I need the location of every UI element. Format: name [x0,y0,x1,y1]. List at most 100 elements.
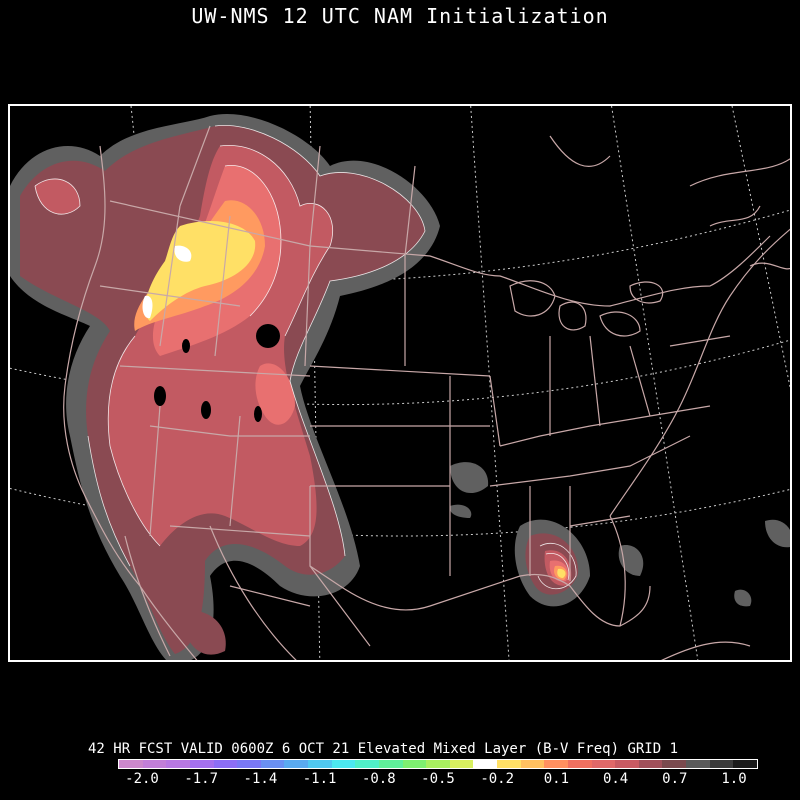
field-region [35,178,80,215]
state-border [149,405,161,537]
coastline [609,515,626,627]
colorbar-tick-label: 0.7 [662,771,688,787]
field-region [450,462,489,494]
colorbar-cell [497,760,521,768]
state-border [489,375,501,447]
colorbar-tick-label: 1.0 [721,771,747,787]
colorbar-cell [591,760,616,768]
country-border [109,200,771,307]
colorbar-cell [662,760,686,768]
political-boundaries [63,125,790,660]
colorbar-tick-label: 0.4 [602,771,629,787]
colorbar-cell [166,760,190,768]
colorbar-cell [449,760,474,768]
state-border [229,415,241,527]
state-border [404,165,416,257]
field-hole [256,324,280,348]
field-region [449,504,472,518]
colorbar-cell [189,760,214,768]
colorbar-tick-labels: -2.0 -1.7 -1.4 -1.1 -0.8 -0.5 -0.2 0.1 0.4 0.7 1.0 [118,771,758,789]
colorbar-cell [473,760,497,768]
state-border [569,515,631,527]
field-hole [254,406,262,422]
longitude-line [731,106,790,390]
contour-line [214,124,426,557]
great-lakes [629,281,664,304]
field-holes [154,324,280,422]
colorbar-cell [426,760,450,768]
colorbar-cell [308,760,332,768]
colorbar-cell [733,760,757,768]
colorbar-tick-label: -0.8 [361,771,396,787]
colorbar-cell [284,760,308,768]
coastline [339,573,651,627]
colorbar-cell [638,760,663,768]
field-region [142,295,153,319]
contour-line [107,335,136,447]
colorbar [118,759,758,769]
state-border [499,415,651,447]
colorbar-cell [142,760,167,768]
field-white [142,245,192,319]
field-hole [201,401,211,419]
colorbar-cell [260,760,285,768]
colorbar-tick-label: -0.5 [421,771,455,787]
colorbar-cell [709,760,734,768]
state-border [229,585,311,607]
latitude-line [10,487,790,537]
longitude-line [470,106,510,660]
state-border [309,565,371,647]
map-frame [8,104,792,662]
contour-line [545,552,570,581]
colorbar-cell [615,760,639,768]
field-hole [182,339,190,353]
field-region [734,589,752,607]
colorbar-cell [686,760,710,768]
state-border [169,525,311,537]
field-region [174,245,192,262]
colorbar-cell [213,760,238,768]
colorbar-cell [355,760,379,768]
colorbar-cell [119,760,143,768]
contour-line [34,178,81,215]
field-region [557,568,566,578]
coastline [749,262,790,270]
colorbar-cell [520,760,545,768]
colorbar-tick-label: -1.4 [243,771,278,787]
coastline [124,535,171,657]
contour-line [87,435,131,567]
state-border [214,215,231,357]
coastline [609,228,790,517]
state-border [149,425,310,437]
field-region [255,363,295,425]
colorbar-tick-label: -2.0 [125,771,159,787]
state-border [159,205,181,347]
longitude-line [611,106,699,660]
state-border [119,365,311,377]
contour-line [109,445,161,547]
coastline [689,158,790,187]
state-border [489,435,691,487]
contour-line [224,164,282,317]
colorbar-tick-label: -1.1 [302,771,337,787]
colorbar-cell [331,760,356,768]
map-svg [10,106,790,660]
colorbar-cell [544,760,568,768]
colorbar-cell [237,760,261,768]
great-lakes [509,280,556,317]
state-border [179,125,211,207]
field-region [618,545,644,576]
state-border [304,245,311,367]
state-border [309,145,321,247]
colorbar-tick-label: 0.1 [543,771,570,787]
great-lakes [558,301,587,331]
state-border [589,335,601,427]
state-border [99,285,241,307]
colorbar-tick-label: -1.7 [184,771,219,787]
state-border [669,335,731,347]
coastline [549,135,611,167]
coastline [209,525,297,660]
coastline [709,205,761,227]
state-border [309,365,491,377]
colorbar-tick-label: -0.2 [480,771,515,787]
